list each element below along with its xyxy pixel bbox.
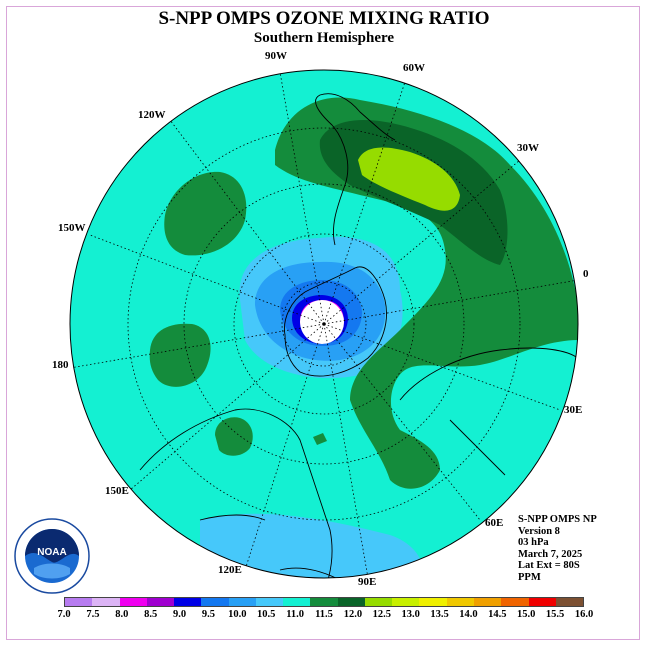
graticule (70, 71, 578, 578)
colorbar (64, 597, 584, 607)
latitude-circle-60s (233, 233, 415, 415)
ozone-maximum-yellow-green (358, 147, 460, 211)
colorbar-swatch (446, 598, 474, 606)
colorbar-swatch (201, 598, 229, 606)
colorbar-tick-label: 13.0 (401, 609, 420, 620)
colorbar-tick-label: 16.0 (574, 609, 594, 620)
australia-coastline (139, 408, 333, 578)
colorbar-tick-label: 12.5 (372, 609, 391, 620)
meridian-90w (279, 71, 325, 325)
lon-label-60e: 60E (485, 517, 504, 529)
antarctica-coastline (284, 266, 387, 377)
map-subtitle: Southern Hemisphere (253, 30, 395, 46)
latitude-circle-40s (127, 127, 521, 521)
colorbar-tick-label: 15.0 (517, 609, 536, 620)
colorbar-tick-label: 7.5 (86, 609, 100, 620)
south-pole-marker (322, 322, 326, 326)
lon-label-150e: 150E (105, 485, 129, 497)
colorbar-swatch (501, 598, 529, 606)
lon-label-120e: 120E (218, 564, 242, 576)
ozone-belt-green (275, 97, 578, 489)
info-level: 03 hPa (518, 537, 549, 549)
info-product: S-NPP OMPS NP (518, 514, 597, 525)
meridian-30e (323, 323, 561, 411)
lon-label-120w: 120W (138, 109, 166, 121)
colorbar-swatch (364, 598, 393, 606)
colorbar-swatch (392, 598, 420, 606)
south-america-coastline (315, 93, 396, 246)
colorbar-tick-label: 11.5 (315, 609, 333, 620)
colorbar-swatch (419, 598, 447, 606)
latitude-circle-70s (281, 281, 367, 367)
lon-label-30w: 30W (517, 142, 539, 154)
noaa-logo: NOAA (14, 518, 90, 594)
colorbar-tick-label: 15.5 (545, 609, 565, 620)
lon-label-90e: 90E (358, 576, 377, 588)
meridian-0 (323, 279, 578, 325)
lon-label-150w: 150W (58, 222, 86, 234)
africa-coastline (399, 347, 578, 476)
colorbar-swatch (119, 598, 147, 606)
colorbar-swatch (255, 598, 284, 606)
colorbar-tick-label: 14.0 (459, 609, 478, 620)
colorbar-swatch (473, 598, 502, 606)
colorbar-swatch (92, 598, 120, 606)
colorbar-tick-label: 8.5 (144, 609, 158, 620)
meridian-90e (323, 323, 369, 578)
plot-frame (6, 6, 640, 640)
colorbar-swatch (228, 598, 256, 606)
info-version: Version 8 (518, 525, 560, 537)
coastlines (139, 93, 578, 578)
colorbar-swatch (146, 598, 175, 606)
colorbar-tick-label: 11.0 (286, 609, 305, 620)
colorbar-tick-label: 7.0 (57, 609, 71, 620)
meridian-120e (244, 323, 325, 571)
colorbar-swatch (555, 598, 584, 606)
meridian-60e (323, 323, 481, 521)
colorbar-ticks: 7.0 7.5 8.0 8.5 9.0 9.5 10.0 10.5 11.0 11.5 12.0 12… (0, 609, 648, 623)
meridian-180 (70, 323, 325, 369)
colorbar-tick-label: 12.0 (343, 609, 363, 620)
lon-label-180: 180 (52, 359, 69, 371)
ozone-patch-green-small (313, 433, 327, 445)
meridian-150w (89, 234, 325, 325)
colorbar-tick-label: 10.5 (257, 609, 276, 620)
map-boundary (69, 69, 579, 579)
colorbar-swatch (283, 598, 311, 606)
colorbar-swatch (174, 598, 202, 606)
latitude-circle-50s (183, 183, 465, 465)
lon-label-30e: 30E (564, 404, 583, 416)
polar-no-data-cap (300, 300, 344, 344)
noaa-logo-text: NOAA (37, 547, 66, 558)
colorbar-swatch (337, 598, 365, 606)
colorbar-tick-label: 13.5 (430, 609, 449, 620)
colorbar-swatch (65, 598, 93, 606)
colorbar-tick-label: 14.5 (488, 609, 507, 620)
info-units: PPM (518, 571, 541, 583)
map-title: S-NPP OMPS OZONE MIXING RATIO (158, 8, 490, 29)
colorbar-swatch (528, 598, 556, 606)
colorbar-tick-label: 8.0 (115, 609, 129, 620)
lon-label-60w: 60W (403, 62, 425, 74)
lon-label-90w: 90W (265, 50, 287, 62)
colorbar-tick-label: 10.0 (228, 609, 247, 620)
colorbar-tick-label: 9.5 (201, 609, 215, 620)
info-lat-ext: Lat Ext = 80S (518, 560, 580, 572)
ozone-patch-green-150e (215, 417, 253, 456)
colorbar-swatch (310, 598, 338, 606)
colorbar-tick-label: 9.0 (172, 609, 187, 620)
info-date: March 7, 2025 (518, 548, 583, 560)
ozone-patch-green-180 (149, 323, 211, 387)
product-info: S-NPP OMPS NP Version 8 03 hPa March 7, … (518, 514, 597, 584)
meridian-120w (169, 119, 325, 325)
meridian-60w (323, 81, 406, 325)
lon-label-0: 0 (583, 268, 589, 280)
meridian-150e (129, 323, 325, 491)
ozone-patch-green-150w (164, 171, 247, 256)
meridian-30w (323, 159, 521, 325)
